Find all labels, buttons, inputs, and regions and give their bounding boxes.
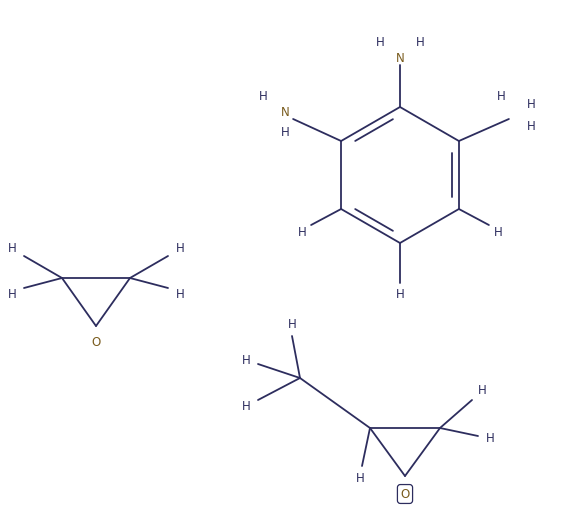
Text: H: H: [7, 242, 16, 255]
Text: H: H: [355, 471, 365, 484]
Text: H: H: [396, 289, 404, 302]
Text: H: H: [281, 126, 290, 139]
Text: O: O: [400, 488, 410, 501]
Text: H: H: [376, 37, 384, 50]
Text: H: H: [526, 99, 535, 112]
Text: N: N: [281, 105, 290, 118]
Text: H: H: [416, 37, 425, 50]
Text: H: H: [241, 399, 251, 412]
Text: H: H: [287, 317, 297, 330]
Text: H: H: [494, 227, 502, 240]
Text: H: H: [497, 90, 505, 103]
Text: N: N: [396, 52, 404, 65]
Text: H: H: [176, 242, 184, 255]
Text: H: H: [478, 384, 486, 397]
Text: H: H: [7, 288, 16, 301]
Text: O: O: [92, 336, 101, 349]
Text: H: H: [176, 288, 184, 301]
Text: H: H: [241, 353, 251, 366]
Text: H: H: [486, 432, 494, 445]
Text: H: H: [526, 121, 535, 134]
Text: H: H: [259, 90, 267, 103]
Text: H: H: [298, 227, 306, 240]
